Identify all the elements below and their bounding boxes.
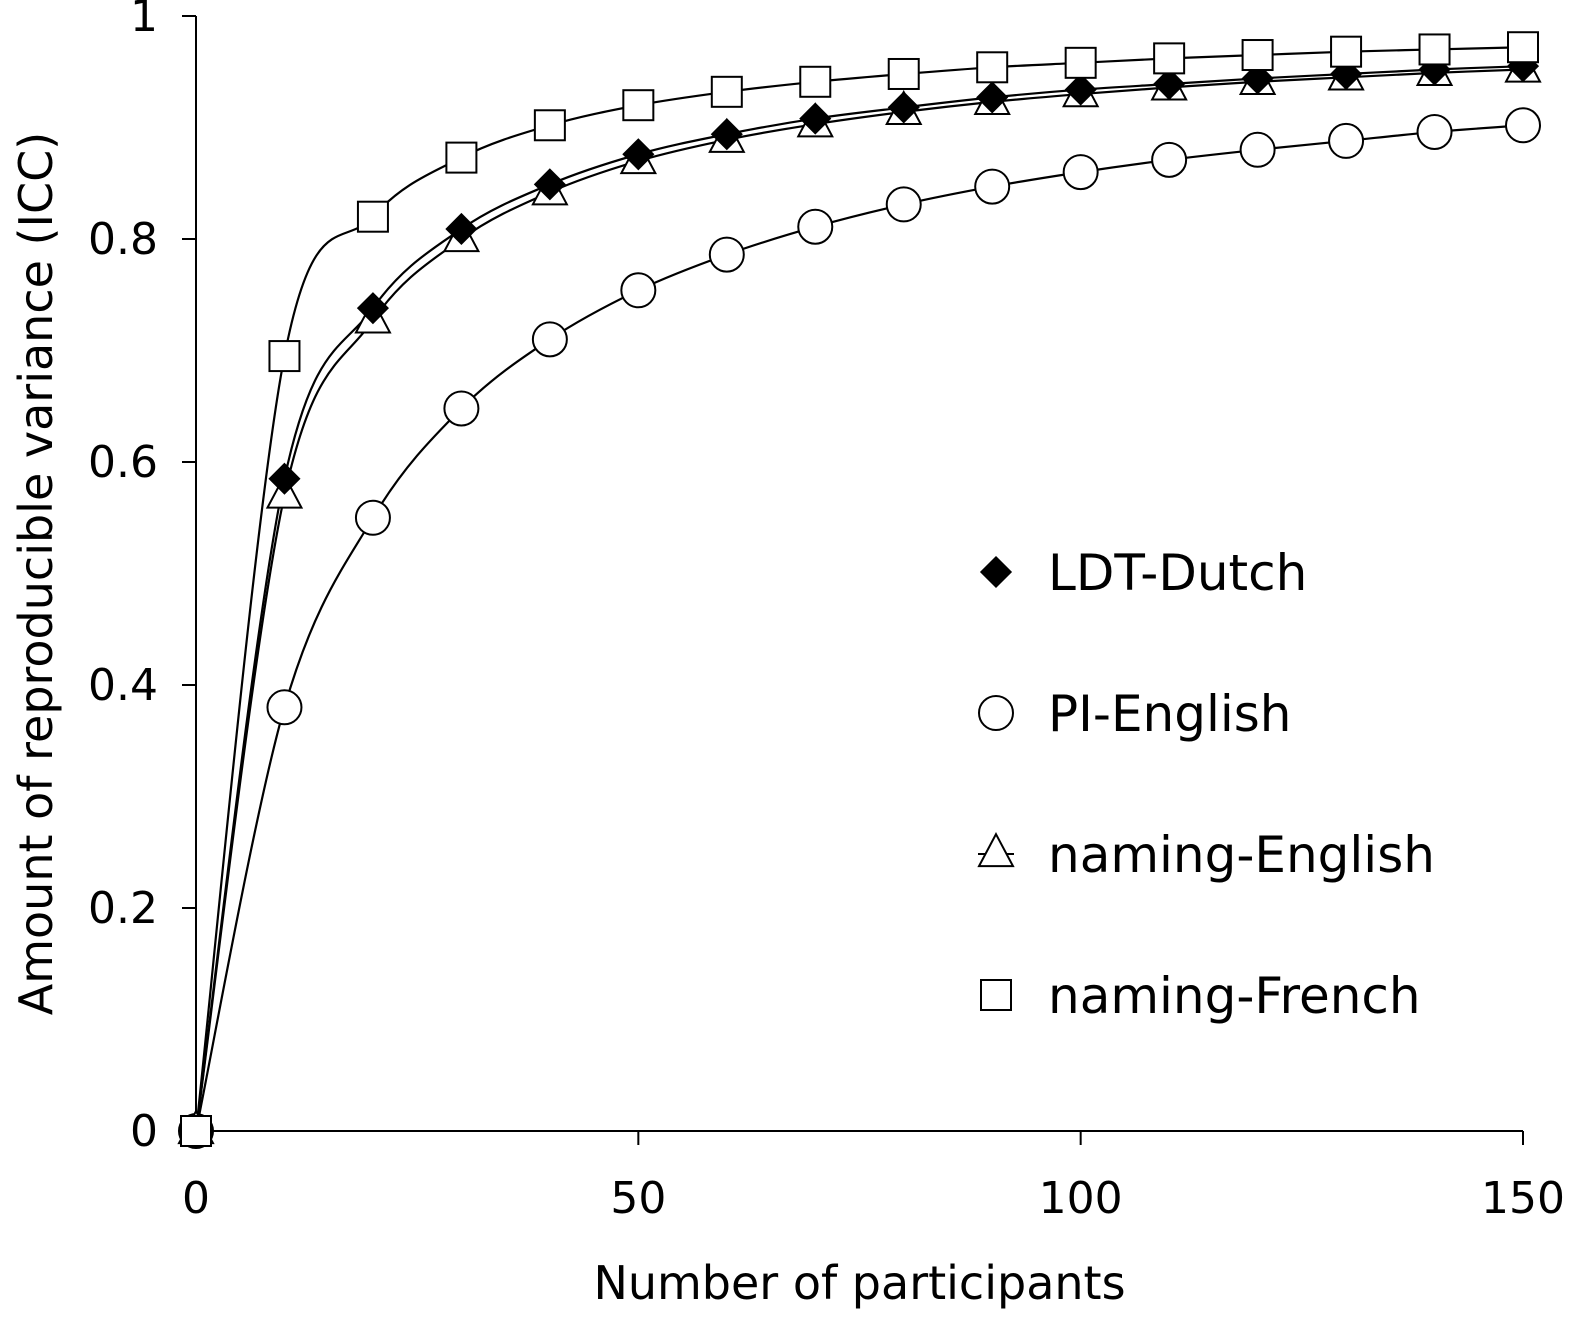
legend-item-ldt-dutch: LDT-Dutch [979, 544, 1307, 602]
point-pi-english [1062, 154, 1099, 191]
legend-item-naming-english: naming-English [977, 826, 1435, 884]
point-pi-english [354, 499, 391, 536]
point-naming-french [1330, 35, 1363, 68]
point-pi-english [974, 168, 1011, 205]
legend-marker-naming-english [977, 832, 1015, 868]
point-pi-english [1151, 141, 1188, 178]
legend-label: naming-English [1048, 826, 1435, 884]
point-pi-english [620, 272, 657, 309]
legend-marker-pi-english [978, 695, 1014, 731]
legend-item-pi-english: PI-English [978, 685, 1291, 743]
point-ldt-dutch [887, 91, 920, 124]
y-tick-label: 0.4 [88, 660, 158, 711]
point-naming-french [268, 340, 301, 373]
point-naming-french [356, 200, 389, 233]
legend-item-naming-french: naming-French [980, 967, 1421, 1025]
point-naming-french [887, 57, 920, 90]
point-pi-english [885, 186, 922, 223]
point-pi-english [708, 236, 745, 273]
x-tick-label: 100 [1039, 1173, 1123, 1224]
x-tick-label: 0 [182, 1173, 210, 1224]
point-naming-french [710, 75, 743, 108]
point-naming-french [622, 89, 655, 122]
axes: 0 0.2 0.4 0.6 0.8 1 0 50 100 150 [88, 0, 1565, 1224]
point-ldt-dutch [533, 168, 566, 201]
point-naming-french [533, 109, 566, 142]
point-pi-english [443, 390, 480, 427]
point-naming-french [1153, 42, 1186, 75]
legend-label: PI-English [1048, 685, 1291, 743]
point-naming-french [799, 65, 832, 98]
x-axis-title: Number of participants [593, 1256, 1125, 1310]
y-tick-label: 0.6 [88, 437, 158, 488]
point-pi-english [1505, 107, 1541, 144]
point-ldt-dutch [1153, 67, 1186, 101]
y-tick-label: 0 [130, 1106, 158, 1157]
point-naming-french [1507, 31, 1539, 64]
y-tick-label: 0.2 [88, 883, 158, 934]
x-tick-label: 150 [1481, 1173, 1565, 1224]
point-naming-french [445, 141, 478, 174]
point-pi-english [1328, 122, 1365, 159]
point-naming-french [1418, 33, 1451, 66]
point-ldt-dutch [976, 81, 1009, 114]
x-tick-label: 50 [610, 1173, 666, 1224]
y-axis-title: Amount of reproducible variance (ICC) [9, 132, 63, 1015]
point-pi-english [797, 208, 834, 245]
point-naming-french [180, 1115, 212, 1147]
legend-label: naming-French [1048, 967, 1421, 1025]
point-ldt-dutch [356, 292, 389, 325]
legend: LDT-Dutch PI-English naming-English naming-… [977, 544, 1435, 1025]
point-ldt-dutch [710, 118, 743, 151]
legend-marker-ldt-dutch [979, 555, 1013, 589]
y-tick-label: 0.8 [88, 214, 158, 265]
point-naming-french [1064, 46, 1097, 79]
legend-label: LDT-Dutch [1048, 544, 1307, 602]
point-ldt-dutch [622, 138, 655, 171]
legend-marker-naming-french [980, 979, 1012, 1011]
point-ldt-dutch [1064, 73, 1097, 106]
point-pi-english [266, 689, 303, 726]
point-ldt-dutch [445, 212, 478, 246]
point-pi-english [531, 321, 568, 358]
point-naming-french [1241, 39, 1274, 72]
point-naming-french [976, 51, 1009, 84]
point-pi-english [1416, 113, 1453, 150]
point-pi-english [1239, 131, 1276, 168]
point-ldt-dutch [268, 462, 301, 495]
point-ldt-dutch [799, 102, 832, 135]
y-tick-label: 1 [130, 0, 158, 42]
series-markers [177, 31, 1542, 1149]
